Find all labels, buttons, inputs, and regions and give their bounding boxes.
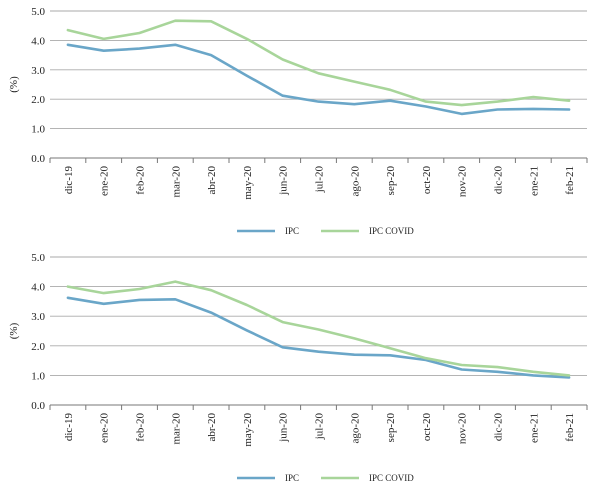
y-tick-label: 2.0 xyxy=(31,94,45,106)
legend-label: IPC xyxy=(285,473,299,483)
x-tick-label: feb-21 xyxy=(564,413,576,442)
x-tick-label: dic-20 xyxy=(493,166,505,195)
x-tick-label: nov-20 xyxy=(457,413,469,445)
x-tick-label: abr-20 xyxy=(206,166,218,195)
chart-ipc-bottom: 0.0 1.0 2.0 3.0 4.0 5.0 (%) dic-19 ene-20 feb-20 m… xyxy=(0,248,598,497)
y-tick-label: 2.0 xyxy=(31,341,45,353)
y-tick-label: 5.0 xyxy=(31,6,45,18)
x-tick-label: ene-21 xyxy=(528,166,540,196)
x-tick-label: ene-20 xyxy=(99,166,111,196)
y-tick-label: 1.0 xyxy=(31,370,45,382)
x-tick-label: nov-20 xyxy=(457,166,469,198)
x-tick-label: may-20 xyxy=(242,413,254,447)
y-tick-label: 5.0 xyxy=(31,252,45,264)
series-line-1 xyxy=(66,280,571,377)
x-tick-label: ene-20 xyxy=(99,413,111,443)
x-tick-label: abr-20 xyxy=(206,413,218,442)
x-tick-label: jul-20 xyxy=(314,166,326,194)
legend-label: IPC COVID xyxy=(369,473,414,483)
y-axis-label: (%) xyxy=(8,322,20,339)
x-tick-label: dic-20 xyxy=(493,413,505,442)
x-tick-label: feb-21 xyxy=(564,166,576,195)
y-tick-label: 0.0 xyxy=(31,400,45,412)
x-tick-label: mar-20 xyxy=(170,166,182,198)
y-tick-label: 4.0 xyxy=(31,35,45,47)
legend-label: IPC xyxy=(285,226,299,236)
x-tick-label: oct-20 xyxy=(421,413,433,442)
x-tick-label: ene-21 xyxy=(528,413,540,443)
x-tick-label: ago-20 xyxy=(349,166,361,197)
legend-label: IPC COVID xyxy=(369,226,414,236)
y-axis-label: (%) xyxy=(8,76,20,93)
y-tick-label: 4.0 xyxy=(31,282,45,294)
x-tick-label: jul-20 xyxy=(314,413,326,441)
x-tick-label: may-20 xyxy=(242,166,254,200)
x-tick-label: feb-20 xyxy=(135,413,147,442)
y-tick-label: 3.0 xyxy=(31,65,45,77)
chart-ipc-top: 0.0 1.0 2.0 3.0 4.0 5.0 (%) dic-19 ene-20 feb-20 m… xyxy=(0,0,598,246)
series-line-0 xyxy=(66,43,571,116)
y-tick-label: 0.0 xyxy=(31,153,45,165)
x-tick-label: sep-20 xyxy=(385,166,397,196)
y-tick-label: 3.0 xyxy=(31,311,45,323)
x-tick-label: mar-20 xyxy=(170,413,182,445)
x-tick-label: oct-20 xyxy=(421,166,433,195)
y-tick-label: 1.0 xyxy=(31,124,45,136)
line-chart-bottom: 0.0 1.0 2.0 3.0 4.0 5.0 (%) dic-19 ene-20 feb-20 m… xyxy=(8,252,588,483)
x-tick-label: feb-20 xyxy=(135,166,147,195)
series-line-1 xyxy=(66,19,571,107)
x-tick-label: ago-20 xyxy=(349,413,361,444)
x-tick-label: dic-19 xyxy=(63,166,75,195)
x-tick-label: jun-20 xyxy=(278,166,290,196)
x-tick-label: dic-19 xyxy=(63,413,75,442)
line-chart-top: 0.0 1.0 2.0 3.0 4.0 5.0 (%) dic-19 ene-20 feb-20 m… xyxy=(8,6,588,236)
series-line-0 xyxy=(66,296,571,379)
x-tick-label: jun-20 xyxy=(278,413,290,443)
x-tick-label: sep-20 xyxy=(385,413,397,443)
